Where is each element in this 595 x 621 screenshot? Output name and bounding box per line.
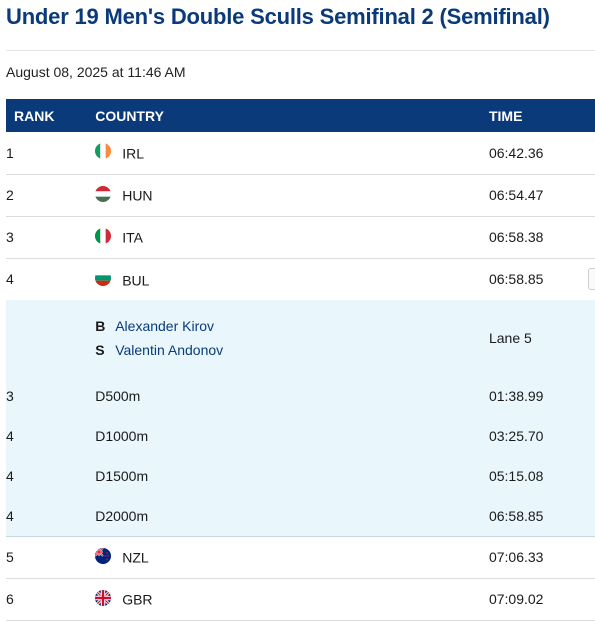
athlete-link[interactable]: Alexander Kirov xyxy=(115,318,215,334)
results-table: RANK COUNTRY TIME 1 IRL 06:42.36 2 HUN 0… xyxy=(6,99,595,621)
split-time: 01:38.99 xyxy=(488,388,544,404)
split-rank: 4 xyxy=(6,428,14,444)
rank-cell: 5 xyxy=(6,549,14,565)
split-row: 4 D2000m 06:58.85 xyxy=(6,496,595,536)
rank-cell: 2 xyxy=(6,187,14,203)
rank-cell: 6 xyxy=(6,591,14,607)
country-code: BUL xyxy=(122,271,150,288)
scroll-handle[interactable] xyxy=(588,268,595,290)
time-header: TIME xyxy=(488,107,523,124)
table-row[interactable]: 6 GBR 07:09.02 xyxy=(6,578,595,620)
table-row[interactable]: 3 ITA 06:58.38 xyxy=(6,216,595,258)
crew-member: B Alexander Kirov xyxy=(95,314,489,338)
country-cell: HUN xyxy=(95,174,489,216)
table-row[interactable]: 2 HUN 06:54.47 xyxy=(6,174,595,216)
country-cell: IRL xyxy=(95,132,489,174)
time-cell: 07:06.33 xyxy=(488,549,544,565)
hun-flag-icon xyxy=(95,185,112,202)
crew-details: B Alexander Kirov S Valentin Andonov Lane … xyxy=(6,300,595,376)
rank-cell: 4 xyxy=(6,271,14,288)
title-divider xyxy=(6,50,595,51)
country-cell: BUL xyxy=(95,258,489,300)
split-time: 05:15.08 xyxy=(488,468,544,484)
country-cell: NZL xyxy=(95,536,489,578)
time-cell: 07:09.02 xyxy=(488,591,544,607)
country-code: ITA xyxy=(122,229,143,246)
split-row: 4 D1500m 05:15.08 xyxy=(6,456,595,496)
split-row: 3 D500m 01:38.99 xyxy=(6,376,595,416)
split-distance: D1000m xyxy=(95,428,149,444)
time-cell: 06:58.38 xyxy=(488,229,544,245)
country-header: COUNTRY xyxy=(95,107,164,124)
table-header-row: RANK COUNTRY TIME xyxy=(6,99,595,132)
athlete-link[interactable]: Valentin Andonov xyxy=(115,342,224,358)
rank-cell: 3 xyxy=(6,229,14,245)
split-distance: D500m xyxy=(95,388,141,404)
table-row[interactable]: 5 NZL 07:06 xyxy=(6,536,595,578)
split-row: 4 D1000m 03:25.70 xyxy=(6,416,595,456)
lane-label: Lane 5 xyxy=(488,330,532,346)
rank-header: RANK xyxy=(14,107,55,124)
crew-member: S Valentin Andonov xyxy=(95,338,489,362)
seat-label: B xyxy=(95,318,106,334)
table-row[interactable]: 1 IRL 06:42.36 xyxy=(6,132,595,174)
split-time: 03:25.70 xyxy=(488,428,544,444)
split-rank: 3 xyxy=(6,388,14,404)
split-time: 06:58.85 xyxy=(488,507,544,524)
country-cell: GBR xyxy=(95,578,489,620)
table-row-expanded[interactable]: 4 BUL 06:58.85 xyxy=(6,258,595,300)
irl-flag-icon xyxy=(95,143,112,160)
country-code: IRL xyxy=(122,145,144,162)
split-rank: 4 xyxy=(6,507,14,524)
country-code: GBR xyxy=(122,591,153,608)
time-cell: 06:54.47 xyxy=(488,187,544,203)
split-rank: 4 xyxy=(6,468,14,484)
split-distance: D2000m xyxy=(95,507,149,524)
race-date: August 08, 2025 at 11:46 AM xyxy=(6,64,186,80)
time-cell: 06:58.85 xyxy=(488,271,544,288)
country-code: NZL xyxy=(122,549,149,566)
seat-label: S xyxy=(95,342,105,358)
rank-cell: 1 xyxy=(6,144,14,161)
time-cell: 06:42.36 xyxy=(488,144,544,161)
split-distance: D1500m xyxy=(95,468,149,484)
country-cell: ITA xyxy=(95,216,489,258)
crew-list: B Alexander Kirov S Valentin Andonov xyxy=(95,300,489,376)
page-title: Under 19 Men's Double Sculls Semifinal 2… xyxy=(6,4,550,29)
country-code: HUN xyxy=(122,187,153,204)
ita-flag-icon xyxy=(95,227,112,244)
bul-flag-icon xyxy=(95,269,112,286)
gbr-flag-icon xyxy=(95,589,112,606)
nzl-flag-icon xyxy=(95,547,112,564)
